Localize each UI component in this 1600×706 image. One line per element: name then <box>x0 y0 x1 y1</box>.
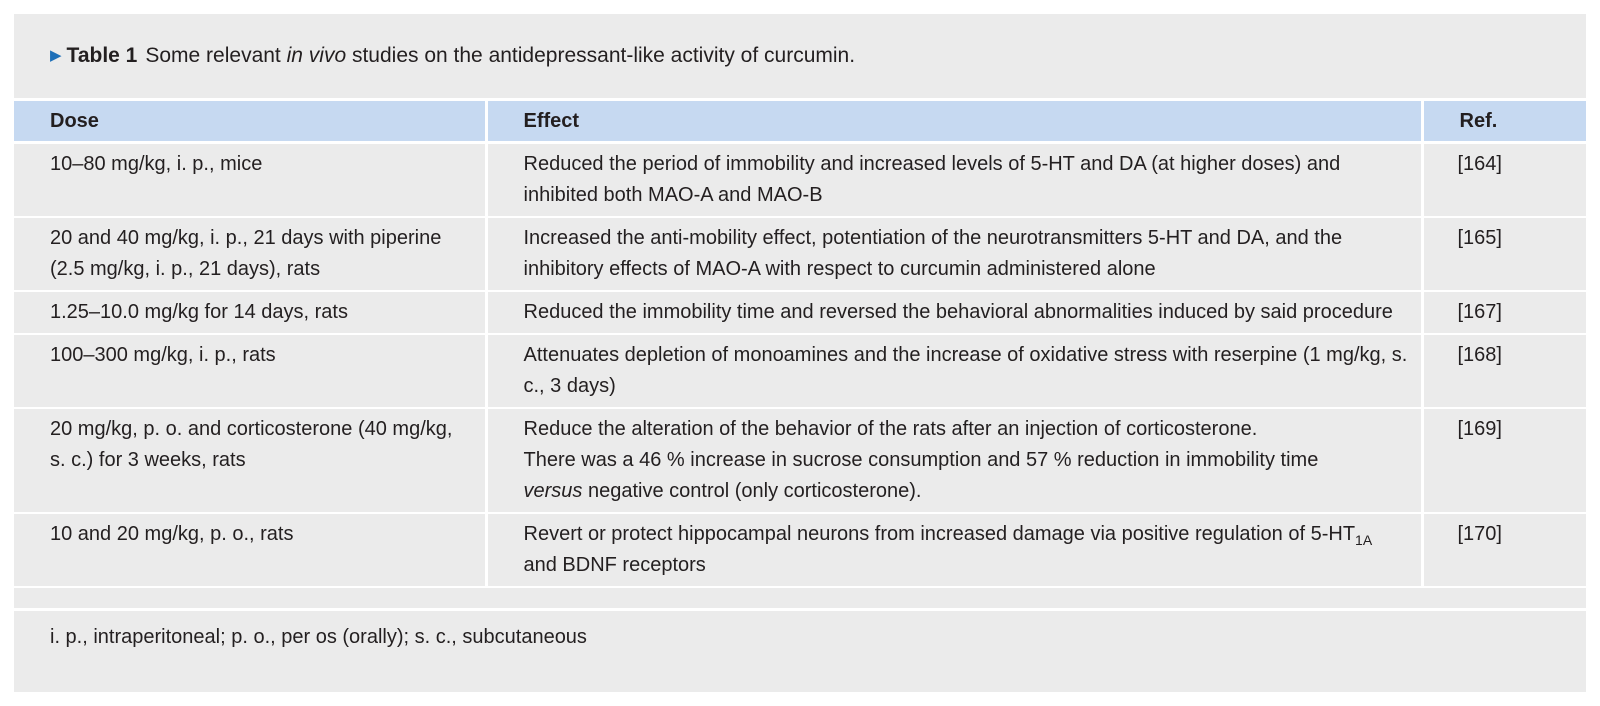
effect-line-1: Reduce the alteration of the behavior of… <box>523 418 1258 440</box>
effect-cell: Reduced the period of immobility and inc… <box>484 142 1422 218</box>
effect-cell: Reduce the alteration of the behavior of… <box>484 408 1422 514</box>
caption-marker-icon: ▶ <box>50 47 62 64</box>
ref-cell: [165] <box>1420 217 1586 292</box>
effect-italic-text: versus <box>523 480 583 502</box>
effect-text-after: and BDNF receptors <box>523 554 706 576</box>
ref-cell: [169] <box>1420 408 1586 514</box>
ref-cell: [167] <box>1420 291 1586 335</box>
table-row: 10 and 20 mg/kg, p. o., rats Revert or p… <box>14 513 1586 588</box>
caption-text-after: studies on the antidepressant-like activ… <box>346 44 856 67</box>
table-footnote: i. p., intraperitoneal; p. o., per os (o… <box>14 608 1586 651</box>
effect-subscript: 1A <box>1355 532 1373 548</box>
dose-cell: 10–80 mg/kg, i. p., mice <box>14 142 486 218</box>
table-panel: ▶ Table 1 Some relevant in vivo studies on… <box>14 14 1586 692</box>
table-row: 10–80 mg/kg, i. p., mice Reduced the per… <box>14 142 1586 218</box>
caption-text-italic: in vivo <box>286 44 347 67</box>
dose-cell: 1.25–10.0 mg/kg for 14 days, rats <box>14 291 486 335</box>
effect-cell: Reduced the immobility time and reversed… <box>484 291 1422 335</box>
effect-line-2: There was a 46 % increase in sucrose con… <box>523 449 1319 471</box>
column-header-dose: Dose <box>14 98 486 144</box>
dose-cell: 100–300 mg/kg, i. p., rats <box>14 334 486 409</box>
ref-cell: [164] <box>1420 142 1586 218</box>
table-header-row: Dose Effect Ref. <box>14 98 1586 144</box>
dose-cell: 10 and 20 mg/kg, p. o., rats <box>14 513 486 588</box>
column-header-ref: Ref. <box>1420 98 1586 144</box>
column-header-effect: Effect <box>484 98 1422 144</box>
dose-cell: 20 mg/kg, p. o. and corticosterone (40 m… <box>14 408 486 514</box>
data-table: Dose Effect Ref. 10–80 mg/kg, i. p., mic… <box>14 98 1586 588</box>
ref-cell: [170] <box>1420 513 1586 588</box>
table-row: 1.25–10.0 mg/kg for 14 days, rats Reduce… <box>14 291 1586 335</box>
caption-label: Table 1 <box>66 44 138 67</box>
table-row: 20 and 40 mg/kg, i. p., 21 days with pip… <box>14 217 1586 292</box>
caption-text-before: Some relevant <box>145 44 287 67</box>
ref-cell: [168] <box>1420 334 1586 409</box>
table-caption: ▶ Table 1 Some relevant in vivo studies on… <box>50 42 855 70</box>
effect-cell: Attenuates depletion of monoamines and t… <box>484 334 1422 409</box>
effect-cell: Revert or protect hippocampal neurons fr… <box>484 513 1422 588</box>
effect-cell: Increased the anti-mobility effect, pote… <box>484 217 1422 292</box>
table-row: 100–300 mg/kg, i. p., rats Attenuates de… <box>14 334 1586 409</box>
effect-text-before: Revert or protect hippocampal neurons fr… <box>523 523 1356 545</box>
dose-cell: 20 and 40 mg/kg, i. p., 21 days with pip… <box>14 217 486 292</box>
effect-text-after: negative control (only corticosterone). <box>582 480 922 502</box>
table-row: 20 mg/kg, p. o. and corticosterone (40 m… <box>14 408 1586 514</box>
